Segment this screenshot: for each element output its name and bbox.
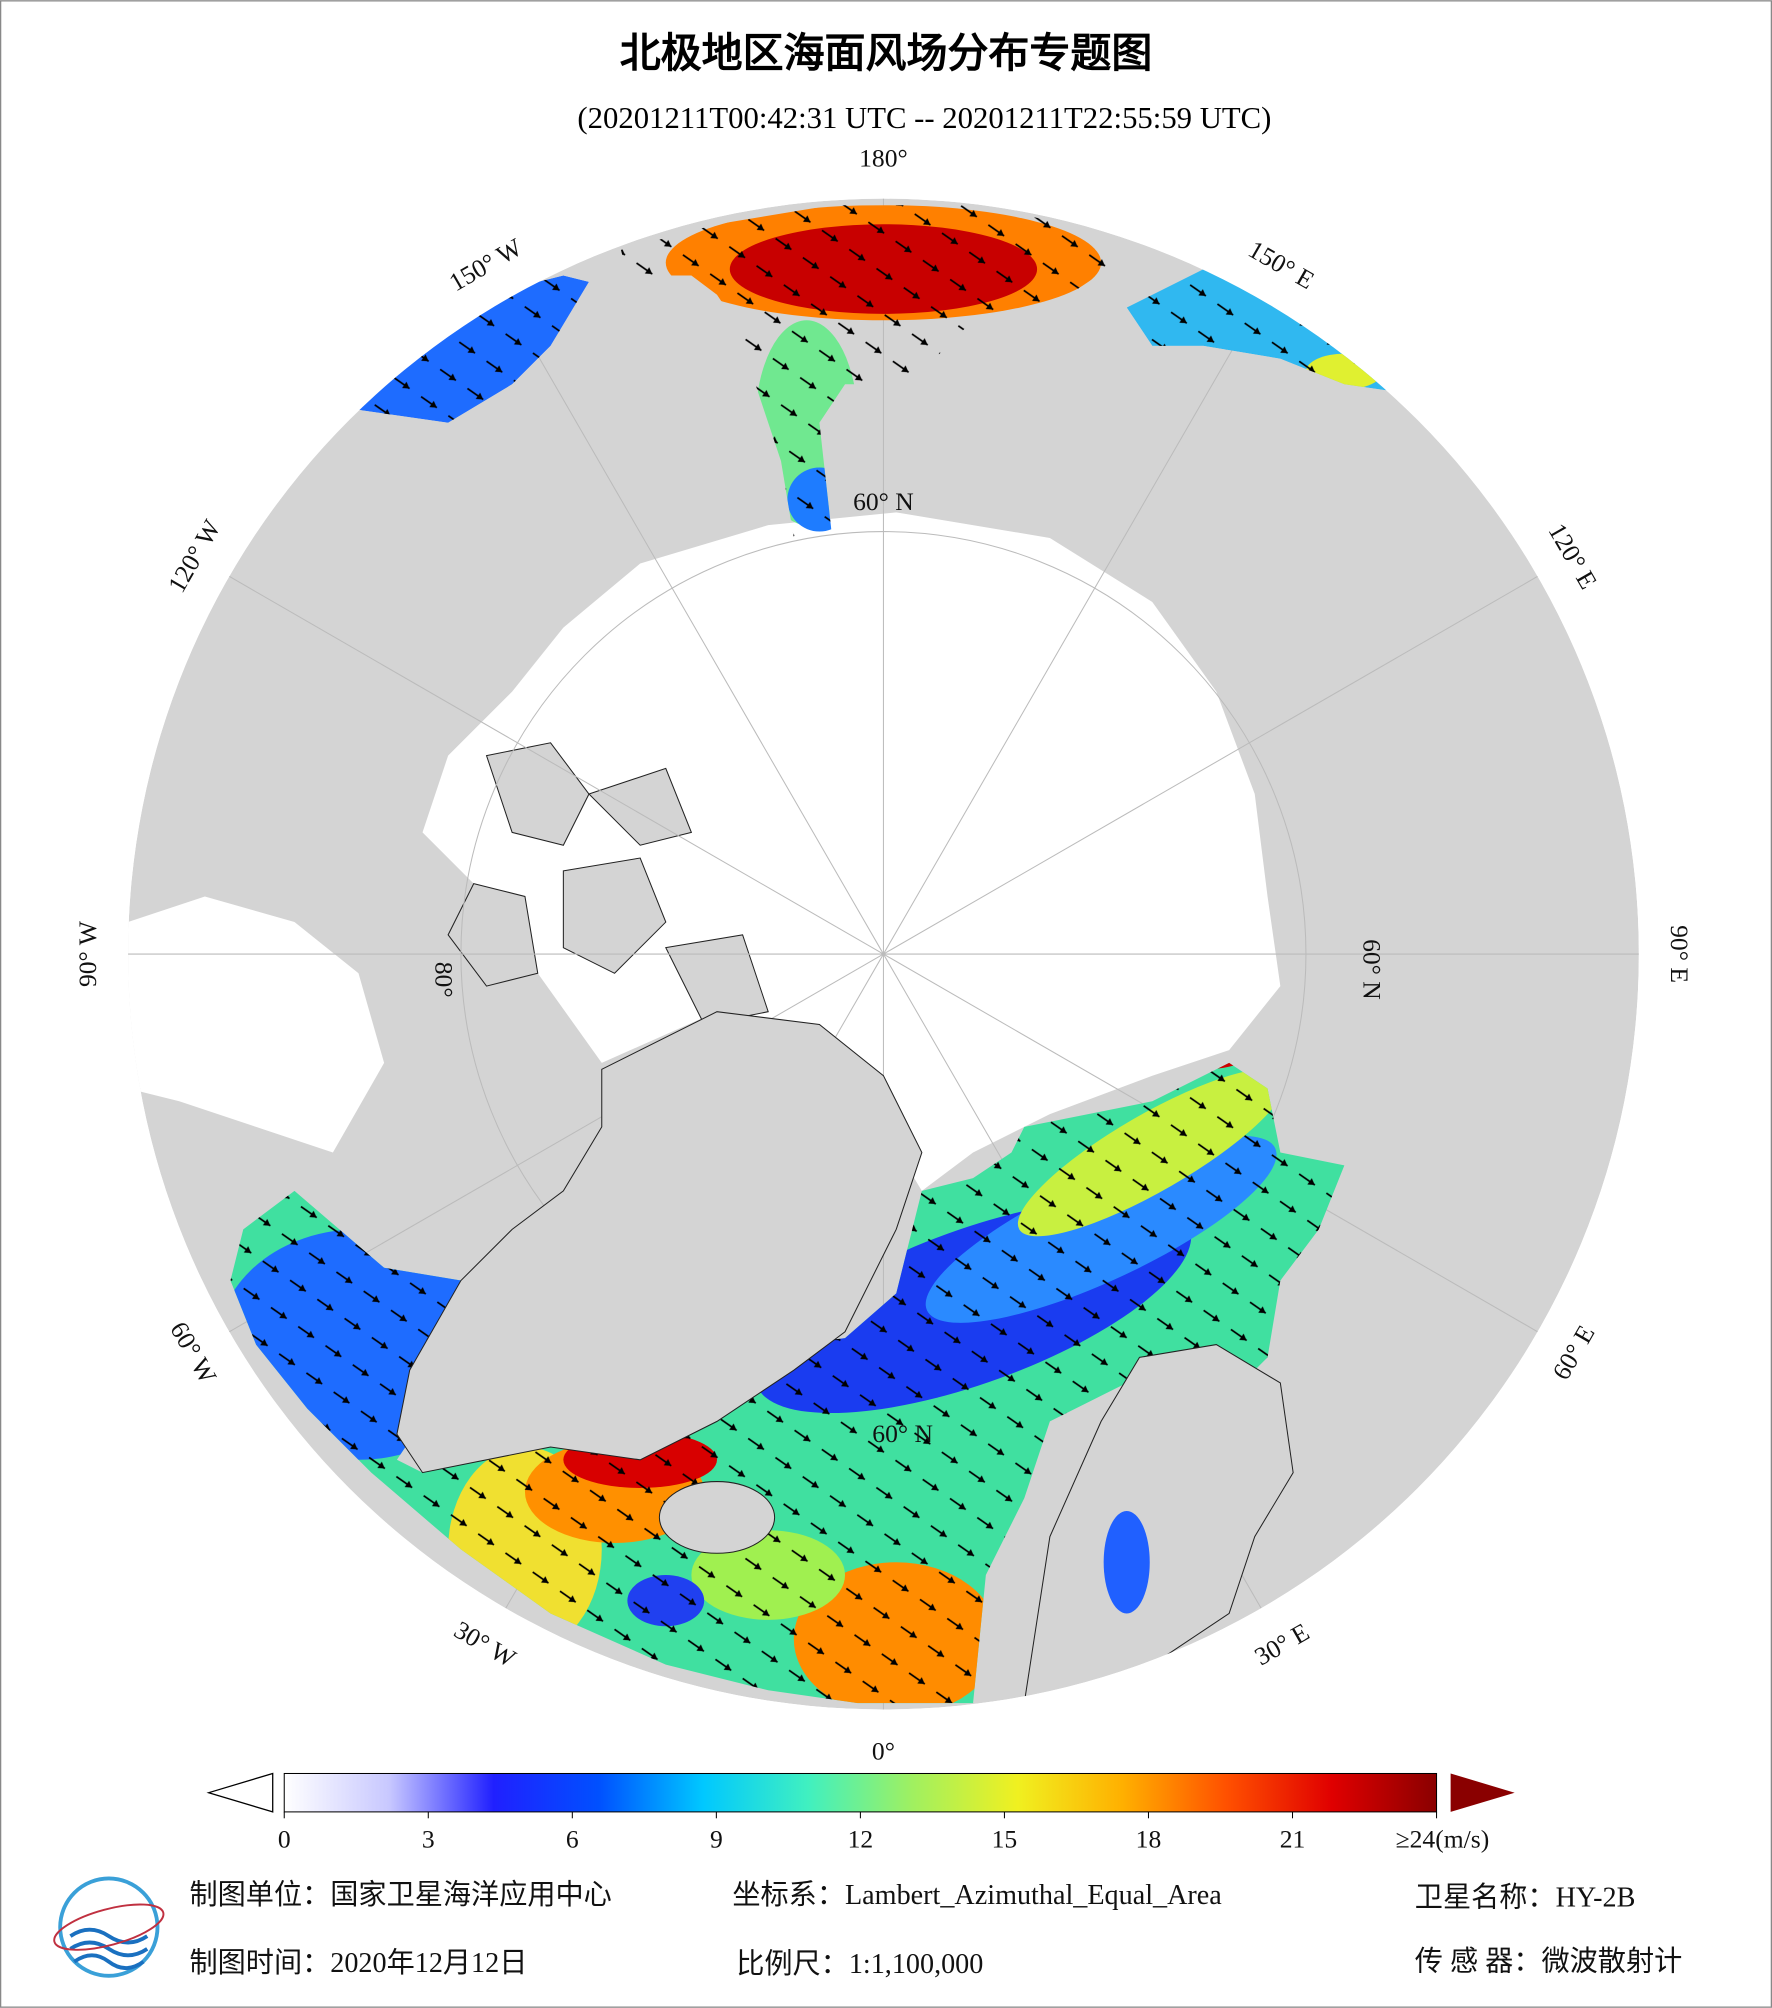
greenland bbox=[396, 1011, 923, 1474]
logo-ring bbox=[58, 1876, 160, 1978]
logo-orbit bbox=[53, 1903, 165, 1951]
date: 制图时间：2020年12月12日 bbox=[189, 1947, 527, 1979]
longitude-label: 0° bbox=[872, 1736, 895, 1765]
colorbar-tick-label: 12 bbox=[848, 1825, 874, 1854]
logo bbox=[53, 1876, 165, 1978]
sensor: 传 感 器：微波散射计 bbox=[1415, 1946, 1683, 1978]
meridian bbox=[505, 299, 884, 955]
wind-patch bbox=[1103, 1511, 1150, 1614]
projection: 坐标系：Lambert_Azimuthal_Equal_Area bbox=[732, 1879, 1222, 1911]
colorbar-tick-label: 18 bbox=[1136, 1825, 1162, 1854]
longitude-label: 90° E bbox=[1665, 925, 1694, 983]
meridian bbox=[228, 575, 884, 955]
colorbar-tick-label: 9 bbox=[710, 1825, 723, 1854]
latitude-label: 60° N bbox=[853, 487, 914, 516]
longitude-label: 90° W bbox=[73, 920, 102, 987]
colorbar-bar bbox=[283, 1772, 1438, 1813]
iceland bbox=[658, 1481, 776, 1554]
colorbar-max-arrow bbox=[1450, 1773, 1515, 1812]
producer: 制图单位：国家卫星海洋应用中心 bbox=[189, 1879, 611, 1911]
colorbar-tick-label: 15 bbox=[992, 1825, 1018, 1854]
title: 北极地区海面风场分布专题图 bbox=[620, 30, 1153, 76]
sea-ice bbox=[422, 512, 1281, 1191]
colorbar-tick-label: 3 bbox=[422, 1825, 435, 1854]
latitude-label: 60° N bbox=[872, 1419, 933, 1448]
scale: 比例尺：1:1,100,000 bbox=[736, 1948, 983, 1980]
latitude-label: 60° N bbox=[1358, 939, 1387, 1000]
logo-waves bbox=[69, 1927, 149, 1971]
colorbar: 0 3 6 9 12 15 18 21 ≥24(m/s) bbox=[206, 1772, 1515, 1854]
satellite: 卫星名称：HY-2B bbox=[1415, 1882, 1636, 1914]
latitude-label: 80° bbox=[429, 962, 458, 998]
colorbar-min-arrow bbox=[206, 1772, 274, 1813]
sea-ice bbox=[128, 896, 385, 1153]
colorbar-tick-label: 21 bbox=[1280, 1825, 1306, 1854]
colorbar-tick-label: 0 bbox=[278, 1825, 291, 1854]
meridian bbox=[882, 299, 1262, 955]
colorbar-tick-label: ≥24(m/s) bbox=[1396, 1825, 1490, 1854]
subtitle: (20201211T00:42:31 UTC -- 20201211T22:55… bbox=[577, 101, 1271, 135]
colorbar-tick-label: 6 bbox=[566, 1825, 579, 1854]
meridian bbox=[883, 575, 1538, 955]
longitude-label: 180° bbox=[859, 144, 908, 173]
